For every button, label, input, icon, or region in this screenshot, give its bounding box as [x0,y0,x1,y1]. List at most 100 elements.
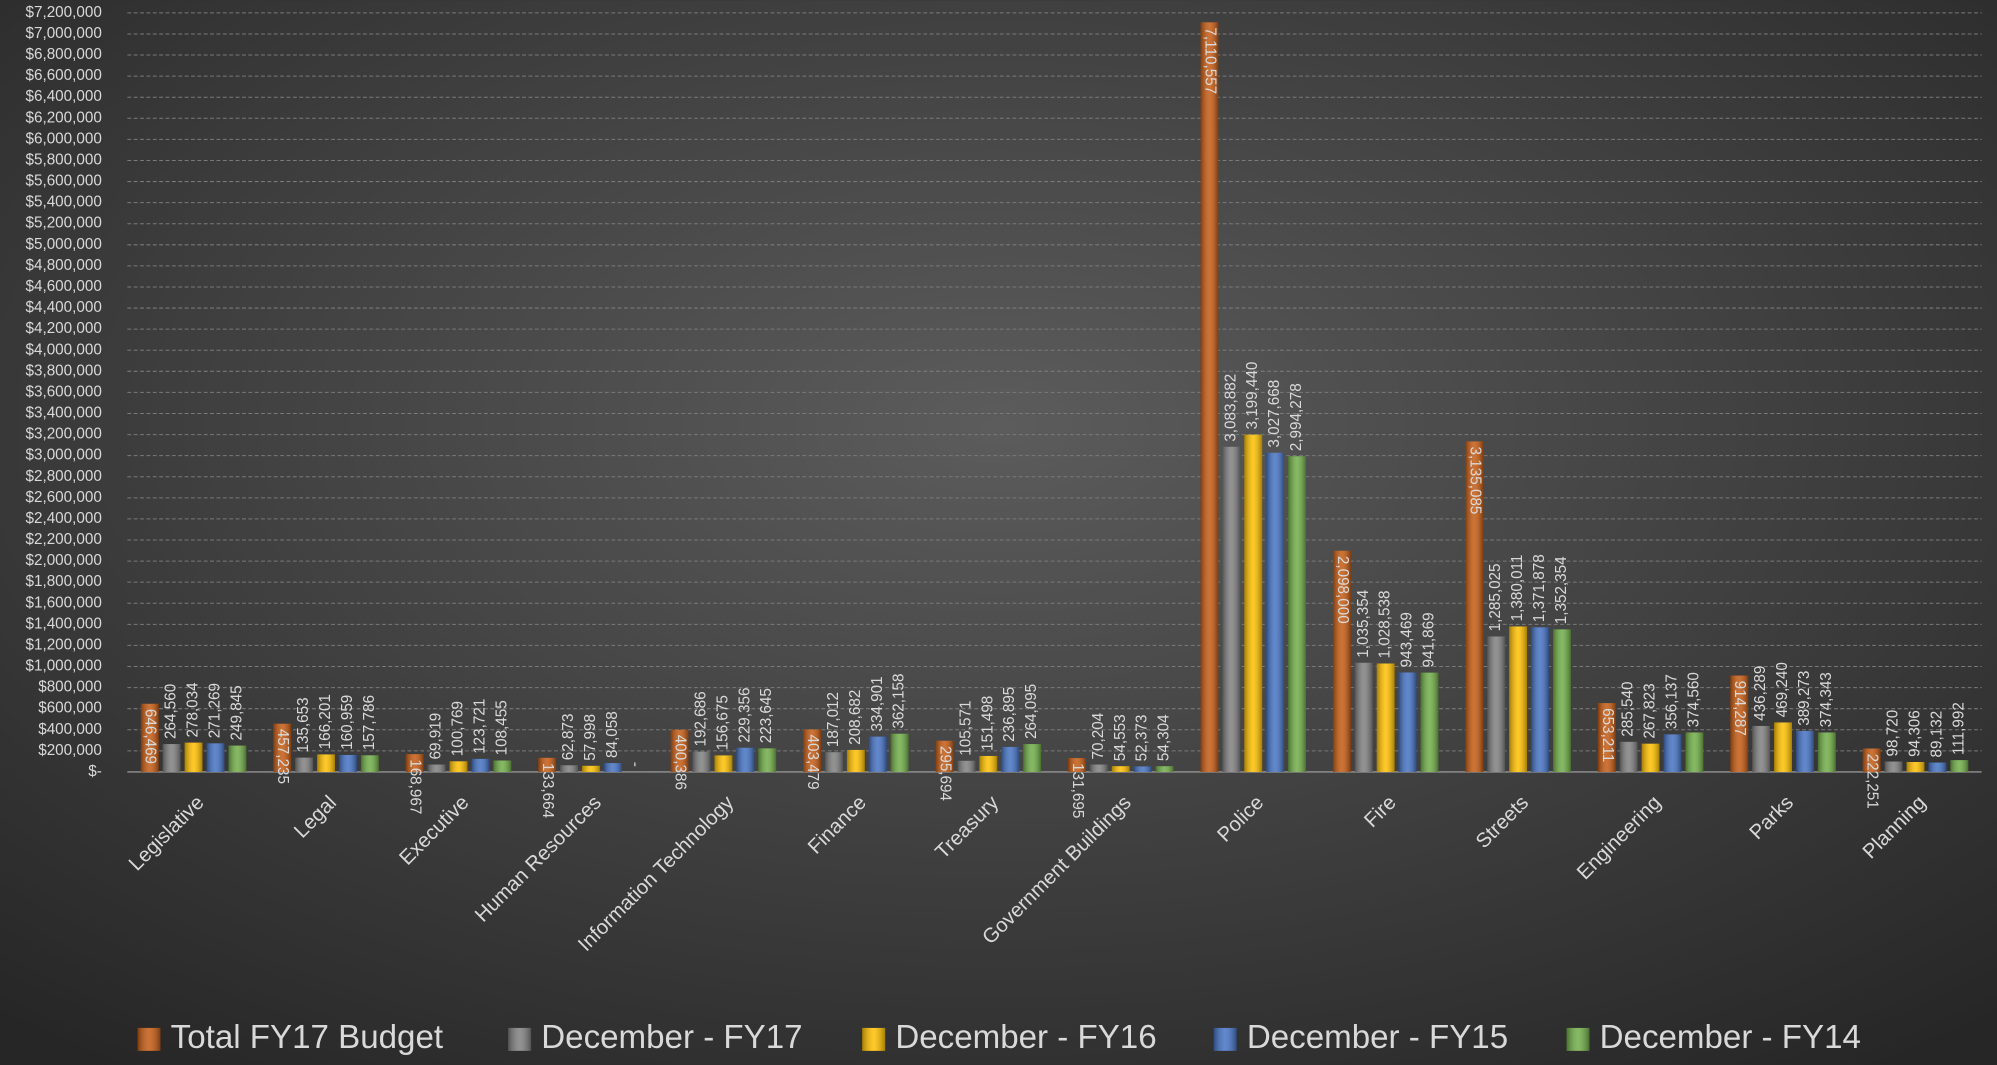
bar [758,748,777,772]
bar-shade [582,765,600,772]
data-label: 54,553 [1112,714,1129,761]
bar-shade [1089,764,1108,772]
bar [228,745,247,772]
bar-shade [957,760,976,772]
bar [1023,744,1042,772]
data-label: 3,135,085 [1466,447,1483,515]
bar [1619,741,1638,772]
data-label: 133,664 [539,763,556,819]
bar [1774,722,1792,772]
bar [449,761,468,772]
data-label: 3,027,668 [1266,380,1283,448]
bar [1420,672,1439,772]
y-tick-label: $5,600,000 [25,173,101,190]
bar [206,743,225,772]
data-label: 374,343 [1818,672,1835,727]
data-label: 89,132 [1928,711,1945,758]
bar [360,755,379,772]
y-tick-label: $4,800,000 [25,257,101,274]
y-tick-label: $3,400,000 [25,405,101,422]
bar [427,764,446,772]
legend-swatch-shade [1566,1027,1590,1051]
bar-shade [295,757,314,772]
data-label: 168,967 [407,759,424,814]
legend-swatch-shade [1213,1027,1237,1051]
y-tick-label: $6,200,000 [25,109,101,126]
bar-shade [1928,762,1947,772]
bar [1487,636,1506,772]
bar-shade [692,751,711,772]
y-tick-label: $1,800,000 [25,573,101,590]
bar [692,751,711,772]
data-label: 131,695 [1069,763,1086,818]
bar [1906,761,1925,772]
data-label: 111,992 [1950,702,1967,755]
data-label: 166,201 [317,694,334,749]
bar-shade [317,754,335,772]
bar [935,740,954,772]
bar-shade [736,747,755,772]
legend-label: December - FY16 [895,1019,1156,1056]
bar [825,752,843,772]
bar [317,754,335,772]
bar-shade [1817,732,1836,772]
y-tick-label: $4,000,000 [25,341,101,358]
bar-shade [803,729,821,772]
bar [1398,672,1417,772]
bar-shade [449,761,468,772]
data-label: 389,273 [1796,671,1813,726]
data-label: 84,058 [604,711,621,758]
bar-shade [1288,456,1306,772]
bar-shade [1685,732,1704,772]
bar-shade [1111,766,1130,772]
bar-shade [1906,761,1925,772]
data-label: 646,469 [142,709,159,764]
bar [1288,456,1306,772]
bar-shade [1487,636,1506,772]
data-label: 653,211 [1599,708,1616,762]
y-tick-label: $7,000,000 [25,25,101,42]
y-tick-label: $1,200,000 [25,636,101,653]
bar-shade [979,755,998,772]
data-label: 192,686 [693,691,710,746]
legend-label: December - FY15 [1247,1019,1508,1056]
legend-label: December - FY17 [541,1019,802,1056]
bar-shade [1266,452,1285,772]
bar-shade [360,755,379,772]
y-tick-label: $1,000,000 [25,658,101,675]
data-label: 267,823 [1642,683,1659,738]
y-tick-label: $600,000 [38,700,102,717]
data-label: 236,895 [1001,687,1018,742]
bar-shade [1531,627,1549,772]
bar-shade [1597,703,1616,772]
bar [295,757,314,772]
data-label: 229,356 [736,687,753,742]
bar-shade [1553,629,1571,772]
data-label: 2,994,278 [1288,383,1305,451]
bar-shade [603,763,622,772]
y-tick-label: $3,200,000 [25,426,101,443]
data-label: 1,028,538 [1377,590,1394,658]
bar-shade [471,758,490,772]
y-tick-label: $6,400,000 [25,88,101,105]
y-tick-label: $4,400,000 [25,299,101,316]
bar [1266,452,1285,772]
data-label: 469,240 [1774,662,1791,717]
bar-shade [1663,734,1682,772]
bar [1641,743,1660,772]
data-label: 156,675 [714,695,731,750]
bar [603,763,622,772]
bar [1200,22,1219,772]
bar [1862,748,1881,772]
y-tick-label: $7,200,000 [25,4,101,21]
bar-shade [1222,446,1241,772]
bar-shade [758,748,777,772]
data-label: 356,137 [1664,674,1681,729]
data-label: 278,034 [185,682,202,738]
bar [890,733,909,772]
bar-shade [1332,550,1351,772]
bar [1089,764,1108,772]
bar-shade [1774,722,1792,772]
data-label: 208,682 [847,690,864,745]
data-label: 1,035,354 [1355,589,1372,657]
